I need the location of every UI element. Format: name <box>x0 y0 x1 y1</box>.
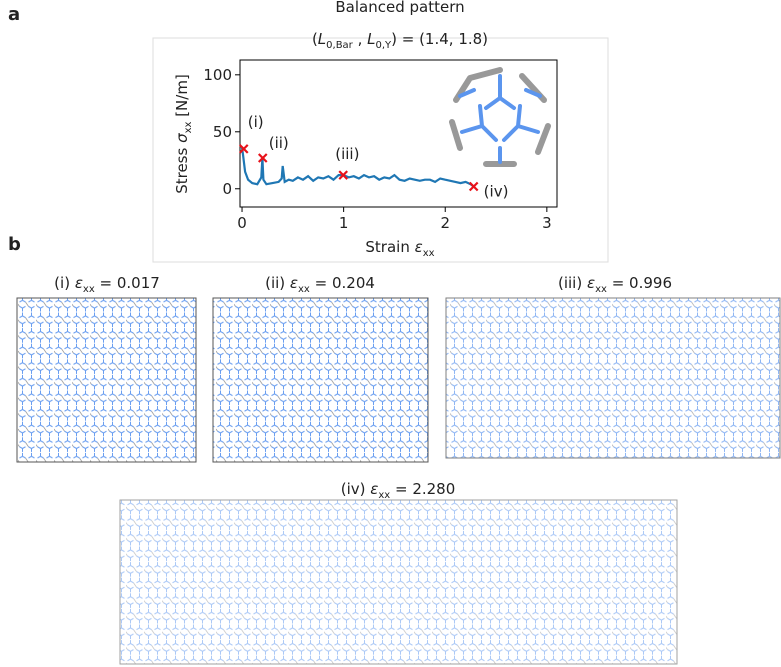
lattice-image <box>212 297 429 463</box>
snapshot-caption: (i) εxx = 0.017 <box>54 274 160 295</box>
x-axis-label: Strain εxx <box>365 238 434 259</box>
lattice-image <box>445 297 781 459</box>
marker-label: (iv) <box>484 182 509 200</box>
snapshot: (ii) εxx = 0.204 <box>212 274 429 463</box>
strain-marker <box>338 170 349 180</box>
snapshot: (iv) εxx = 2.280 <box>119 480 678 665</box>
x-tick-label: 3 <box>542 214 552 232</box>
strain-marker <box>238 144 249 154</box>
snapshot-caption: (ii) εxx = 0.204 <box>265 274 375 295</box>
strain-marker <box>468 181 479 192</box>
plot-frame <box>239 59 558 208</box>
snapshot-caption: (iii) εxx = 0.996 <box>558 274 672 295</box>
chart-title: Balanced pattern <box>335 0 464 16</box>
chart-subtitle: (L0,Bar , L0,Y) = (1.4, 1.8) <box>312 30 488 51</box>
snapshot: (iii) εxx = 0.996 <box>445 274 781 459</box>
panel-frame <box>152 37 609 263</box>
strain-marker <box>257 153 268 163</box>
marker-label: (ii) <box>269 134 289 152</box>
y-tick-label: 50 <box>213 123 232 141</box>
lattice-image <box>16 297 197 463</box>
y-axis-label: Stress σxx [N/m] <box>173 74 194 194</box>
panel-label: b <box>8 234 21 255</box>
panel-label: a <box>8 4 20 25</box>
y-tick-label: 100 <box>203 66 232 84</box>
snapshot-caption: (iv) εxx = 2.280 <box>341 480 456 501</box>
y-tick-label: 0 <box>222 180 232 198</box>
lattice-image <box>119 499 678 665</box>
snapshot: (i) εxx = 0.017 <box>16 274 197 463</box>
x-tick-label: 1 <box>339 214 349 232</box>
x-tick-label: 2 <box>440 214 450 232</box>
inset-unit-cell <box>449 67 551 167</box>
marker-label: (iii) <box>335 145 359 163</box>
marker-label: (i) <box>248 113 264 131</box>
x-tick-label: 0 <box>237 214 247 232</box>
